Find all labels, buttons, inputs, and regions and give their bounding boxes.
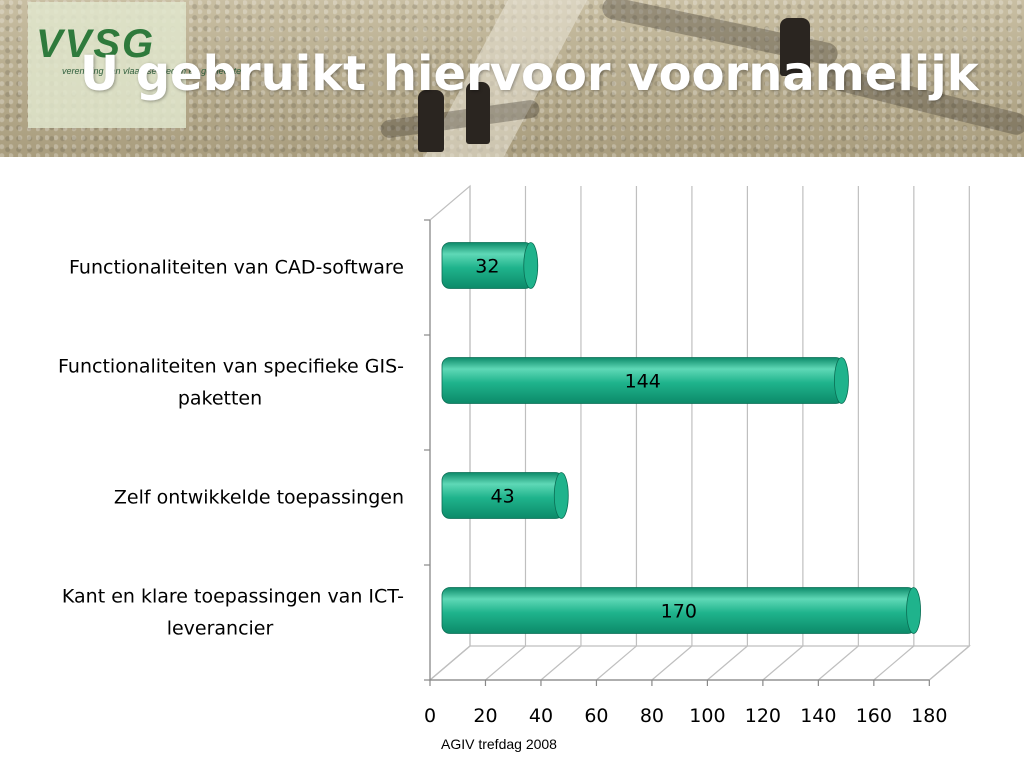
category-label: Kant en klare toepassingen van ICT- (62, 586, 404, 608)
data-labels: 32 144 43 170 (475, 256, 697, 623)
pedestrian (780, 18, 810, 76)
pedestrian (418, 90, 444, 152)
tick-label: 60 (584, 705, 608, 727)
logo-subtitle: vereniging van vlaamse steden en gemeent… (62, 66, 247, 76)
vvsg-logo: VVSG (36, 22, 156, 66)
chart-bars (441, 242, 921, 634)
tick-label: 0 (424, 705, 436, 727)
chart-gridlines (424, 186, 970, 686)
floor-gridline (651, 645, 693, 681)
header-banner: VVSG vereniging van vlaamse steden en ge… (0, 0, 1024, 157)
logo-background (28, 2, 186, 128)
bar-cap (906, 587, 921, 634)
floor-gridline (928, 645, 970, 681)
category-label: leverancier (167, 618, 274, 640)
footer-text: AGIV trefdag 2008 (441, 736, 557, 752)
category-label: paketten (178, 388, 262, 410)
floor-gridline (429, 645, 471, 681)
floor-gridline (540, 645, 582, 681)
tick-label: 180 (911, 705, 947, 727)
pedestrian (466, 82, 490, 144)
category-label: Zelf ontwikkelde toepassingen (114, 487, 404, 509)
category-labels: Functionaliteiten van CAD-software Functi… (58, 257, 404, 640)
tick-label: 80 (640, 705, 664, 727)
tick-label: 100 (689, 705, 725, 727)
floor-gridline (873, 645, 915, 681)
tick-label: 20 (473, 705, 497, 727)
floor-gridline (817, 645, 859, 681)
floor-gridline (707, 645, 748, 681)
category-label: Functionaliteiten van CAD-software (69, 257, 404, 279)
axis-tick-labels: 0 20 40 60 80 100 120 140 160 180 (424, 705, 947, 727)
bar-chart: Functionaliteiten van CAD-software Functi… (58, 184, 971, 727)
tick-label: 160 (856, 705, 892, 727)
tick-label: 40 (529, 705, 553, 727)
data-label: 43 (491, 486, 515, 508)
bar-cap (834, 357, 849, 404)
bar-cap (523, 242, 539, 289)
data-label: 170 (661, 601, 697, 623)
slide-title: U gebruikt hiervoor voornamelijk (80, 46, 979, 102)
floor-gridline (762, 645, 804, 681)
floor-gridline (485, 645, 526, 681)
tick-label: 120 (745, 705, 781, 727)
data-label: 32 (475, 256, 499, 278)
floor (428, 645, 971, 681)
tick-label: 140 (800, 705, 836, 727)
category-label: Functionaliteiten van specifieke GIS- (58, 356, 404, 378)
data-label: 144 (625, 371, 661, 393)
bar-cap (553, 472, 569, 519)
floor-gridline (596, 645, 637, 681)
